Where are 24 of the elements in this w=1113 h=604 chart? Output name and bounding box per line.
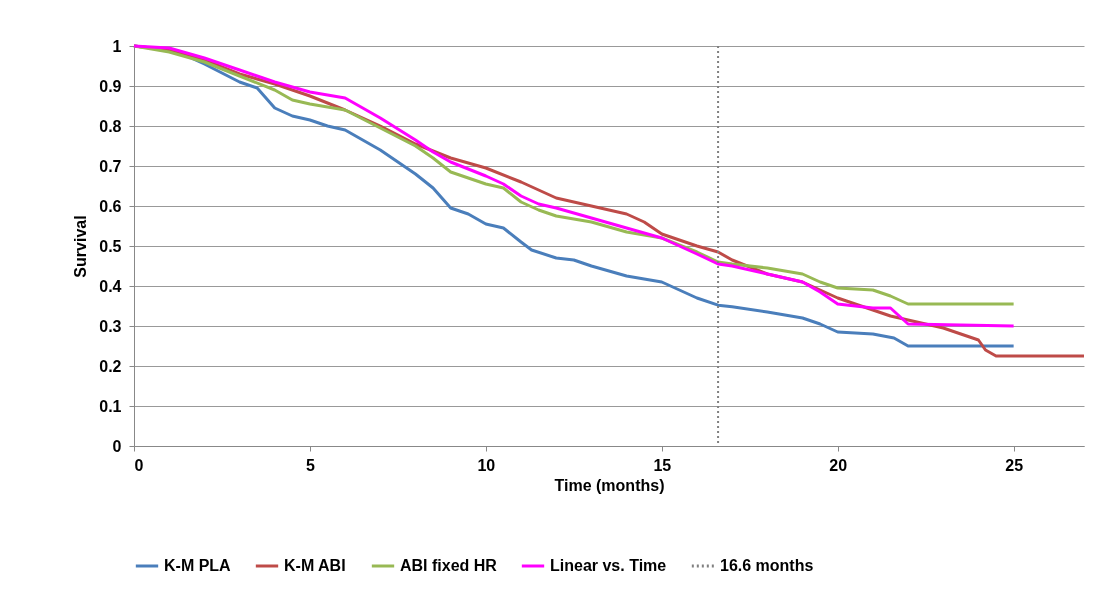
x-tick-label: 5 — [305, 456, 315, 474]
y-tick-label: 0.8 — [99, 117, 122, 135]
y-axis-title: Survival — [72, 215, 90, 278]
y-tick-label: 0.3 — [99, 317, 122, 335]
x-tick-label: 20 — [829, 456, 848, 474]
y-tick-label: 1 — [112, 37, 122, 55]
y-tick-label: 0.6 — [99, 197, 122, 215]
y-tick-label: 0 — [112, 437, 122, 455]
x-tick-label: 25 — [1005, 456, 1024, 474]
x-axis-title: Time (months) — [554, 476, 665, 494]
x-tick-label: 10 — [477, 456, 496, 474]
y-tick-label: 0.7 — [99, 157, 122, 175]
legend-label: K-M PLA — [164, 557, 232, 574]
legend-label: Linear vs. Time — [550, 557, 667, 574]
legend-label: ABI fixed HR — [400, 557, 498, 574]
y-tick-label: 0.2 — [99, 357, 122, 375]
y-tick-label: 0.9 — [99, 77, 122, 95]
legend-label: K-M ABI — [284, 557, 346, 574]
y-tick-label: 0.1 — [99, 397, 122, 415]
y-tick-label: 0.5 — [99, 237, 122, 255]
y-tick-label: 0.4 — [99, 277, 122, 295]
legend-label: 16.6 months — [720, 557, 814, 574]
x-tick-label: 0 — [134, 456, 144, 474]
x-tick-label: 15 — [653, 456, 672, 474]
